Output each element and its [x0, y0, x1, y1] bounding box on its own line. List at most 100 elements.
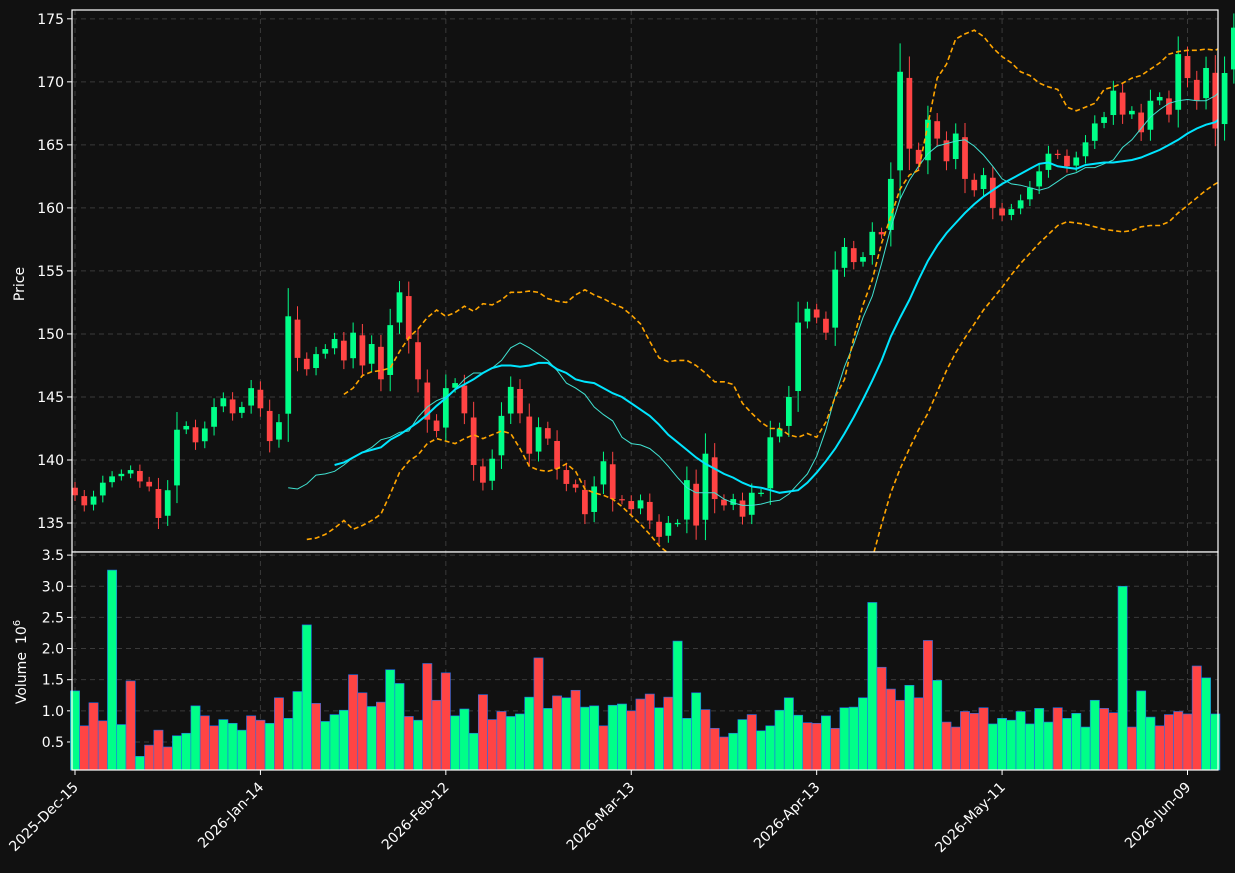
candle-body [127, 470, 134, 474]
candle-body [674, 523, 681, 525]
candle-body [257, 389, 264, 409]
volume-bar [376, 701, 386, 771]
volume-bar [1154, 725, 1165, 771]
volume-bar [691, 692, 702, 771]
volume-bar [116, 724, 127, 771]
volume-bar [765, 725, 776, 771]
candle-body [480, 466, 486, 483]
volume-bar [172, 735, 182, 771]
candle-body [860, 257, 866, 262]
candle-body [646, 501, 653, 521]
volume-bar [969, 713, 980, 771]
lower-band-line [306, 181, 1218, 552]
candle-body [934, 121, 941, 139]
volume-bar [190, 705, 201, 771]
candle-body [989, 177, 996, 208]
volume-panel: 0.5 1.0 1.5 2.0 2.5 3.0 3.5 2025-Dec-15 2026-Jan… [6, 548, 1221, 857]
volume-tick-label: 1.0 [42, 704, 64, 720]
volume-bar [107, 569, 118, 771]
candle-body [1156, 96, 1163, 101]
candle-body [201, 428, 208, 442]
volume-bar [913, 697, 924, 771]
candle-body [999, 208, 1005, 216]
moving-average-slow-line [334, 118, 1218, 494]
candle-body [711, 457, 718, 500]
candle-body [832, 269, 839, 328]
candle-body [211, 407, 217, 427]
volume-bar [997, 718, 1008, 771]
price-tick-label: 140 [37, 453, 64, 469]
volume-bar [311, 703, 321, 771]
candle-body [433, 420, 440, 431]
candle-body [572, 484, 579, 488]
volume-tick-label: 3.5 [42, 548, 64, 564]
candle-body [971, 179, 978, 191]
price-tick-label: 165 [37, 138, 64, 154]
candle-body [1036, 171, 1043, 187]
candle-body [285, 316, 292, 414]
volume-bar [561, 697, 572, 771]
candle-body [507, 386, 514, 414]
volume-bar [987, 723, 998, 771]
candle-body [1166, 98, 1172, 115]
volume-bar [144, 744, 155, 771]
volume-bar [1062, 718, 1072, 771]
volume-bar [904, 684, 915, 771]
volume-bar [1015, 711, 1026, 771]
candle-body [164, 490, 171, 516]
volume-bar [719, 736, 729, 771]
volume-bar [932, 680, 943, 771]
volume-bar [468, 732, 479, 771]
price-tick-label: 160 [37, 201, 64, 217]
candle-body [461, 385, 468, 414]
candle-body [1184, 56, 1191, 79]
volume-bar [246, 715, 257, 771]
volume-bar [1099, 708, 1109, 771]
volume-bar [394, 683, 405, 771]
candle-body [442, 388, 449, 428]
volume-bar [1182, 713, 1193, 771]
volume-tick-label: 1.5 [42, 673, 64, 689]
candle-body [795, 322, 801, 392]
candle-body [1064, 155, 1070, 167]
date-tick-label: 2026-May-11 [932, 780, 1009, 857]
date-tick-label: 2026-Jun-09 [1122, 780, 1194, 852]
date-tick-label: 2025-Dec-15 [6, 780, 81, 855]
candle-body [1101, 117, 1107, 123]
volume-bar [867, 602, 878, 771]
candle-body [322, 349, 329, 354]
candle-body [600, 461, 607, 485]
volume-bar [1043, 721, 1054, 771]
candle-body [137, 470, 143, 482]
candle-body [387, 325, 394, 375]
volume-bar [839, 707, 850, 771]
candle-body [850, 248, 857, 263]
volume-bar [292, 691, 303, 771]
volume-bar [199, 715, 210, 771]
candle-body [962, 137, 968, 179]
candle-body [1091, 123, 1098, 141]
candle-body [878, 232, 885, 235]
candle-body [1082, 142, 1089, 157]
candle-body [1110, 90, 1117, 116]
volume-axis-label-text: Volume [14, 652, 30, 704]
volume-bar [821, 715, 831, 771]
candle-body [952, 133, 959, 160]
price-tick-label: 155 [37, 264, 64, 280]
volume-bar [960, 711, 970, 771]
volume-bar [459, 708, 470, 771]
volume-axis-exponent-power: 6 [12, 620, 23, 626]
volume-bar [858, 697, 868, 771]
upper-band-line [343, 29, 1218, 439]
candle-body [174, 429, 180, 486]
candle-body [609, 464, 616, 500]
volume-bar [783, 697, 794, 771]
price-tick-label: 170 [37, 75, 64, 91]
volume-bar [338, 709, 349, 771]
candle-body [1221, 73, 1228, 125]
volume-bar [1191, 665, 1202, 771]
volume-bar [941, 721, 952, 771]
candle-body [748, 492, 755, 515]
candle-body [619, 499, 625, 501]
